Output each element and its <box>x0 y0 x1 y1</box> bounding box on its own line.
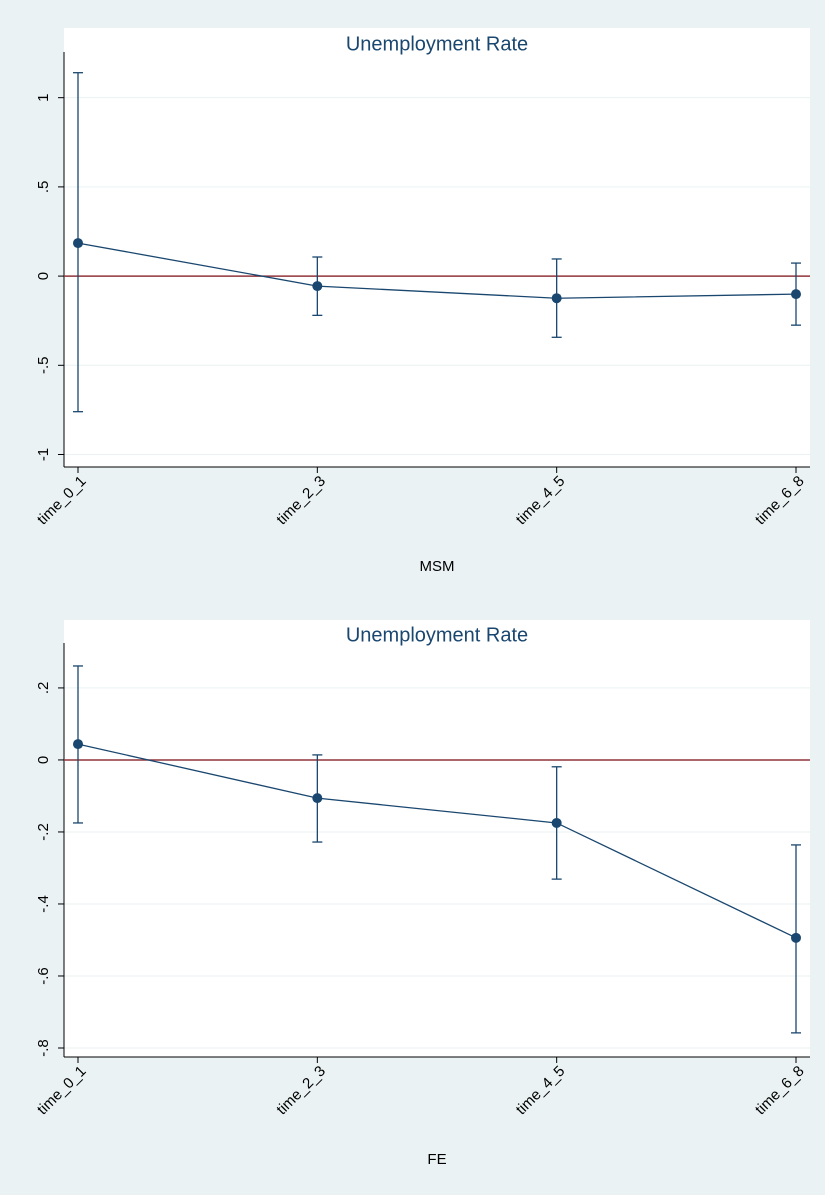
point <box>551 817 562 828</box>
y-tick-label: -.4 <box>35 895 52 913</box>
y-tick-label: .5 <box>35 181 52 194</box>
line <box>77 743 797 939</box>
x-axis-label: MSM <box>420 558 455 575</box>
y-tick-label: -.5 <box>35 357 52 375</box>
point <box>312 793 323 804</box>
x-axis-label: FE <box>427 1151 446 1168</box>
y-tick-label: -.6 <box>35 967 52 985</box>
y-tick-label: .2 <box>35 682 52 695</box>
point <box>791 289 801 300</box>
line <box>77 242 797 299</box>
point <box>73 739 83 750</box>
y-tick-label: 0 <box>35 756 52 764</box>
chart-title: Unemployment Rate <box>346 624 528 646</box>
point <box>791 932 801 943</box>
point <box>312 281 323 292</box>
y-tick-label: -.2 <box>35 823 52 841</box>
y-tick-label: -1 <box>35 448 52 461</box>
plot-area <box>64 620 810 1057</box>
point <box>73 238 83 249</box>
y-tick-label: 1 <box>35 94 52 102</box>
y-tick-label: -.8 <box>35 1039 52 1057</box>
point <box>551 293 562 304</box>
plot-area <box>64 28 810 467</box>
y-tick-label: 0 <box>35 272 52 280</box>
chart-title: Unemployment Rate <box>346 33 528 55</box>
